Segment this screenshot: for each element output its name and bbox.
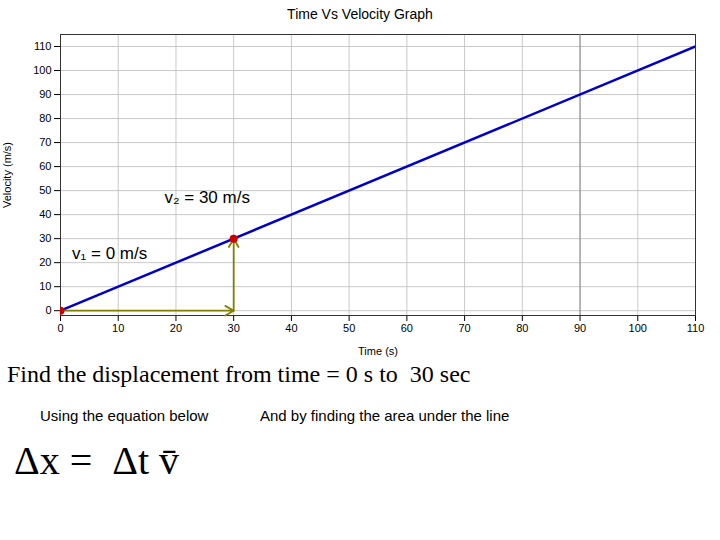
svg-text:20: 20 [39, 256, 51, 268]
svg-text:30: 30 [228, 322, 240, 334]
svg-text:110: 110 [34, 40, 52, 52]
svg-text:100: 100 [33, 64, 51, 76]
html-text:And by finding the area under: And by finding the area under the line [260, 407, 510, 424]
svg-text:Velocity (m/s): Velocity (m/s) [1, 142, 13, 208]
svg-text:Time (s): Time (s) [358, 345, 398, 357]
svg-text:70: 70 [39, 136, 51, 148]
svg-text:40: 40 [39, 208, 51, 220]
svg-text:30: 30 [39, 232, 51, 244]
svg-text:50: 50 [343, 322, 355, 334]
svg-text:100: 100 [629, 322, 647, 334]
svg-text:80: 80 [516, 322, 528, 334]
svg-text:40: 40 [285, 322, 297, 334]
html-text:Δx = Δt v̄: Δx = Δt v̄ [14, 438, 180, 483]
svg-text:v₁ = 0 m/s: v₁ = 0 m/s [72, 243, 147, 262]
svg-text:v₂ = 30 m/s: v₂ = 30 m/s [164, 188, 250, 207]
svg-text:70: 70 [458, 322, 470, 334]
svg-text:90: 90 [39, 88, 51, 100]
svg-text:0: 0 [45, 304, 51, 316]
svg-text:80: 80 [39, 112, 51, 124]
html-text:Time Vs Velocity Graph: Time Vs Velocity Graph [287, 6, 433, 22]
svg-text:60: 60 [39, 160, 51, 172]
html-text:Using the equation below: Using the equation below [40, 407, 209, 424]
svg-text:60: 60 [401, 322, 413, 334]
svg-text:20: 20 [170, 322, 182, 334]
svg-text:50: 50 [39, 184, 51, 196]
svg-text:90: 90 [574, 322, 586, 334]
html-text:Find the displacement from tim: Find the displacement from time = 0 s to… [7, 361, 471, 387]
svg-text:10: 10 [112, 322, 124, 334]
svg-text:10: 10 [39, 280, 51, 292]
svg-text:0: 0 [57, 322, 63, 334]
svg-text:110: 110 [687, 322, 705, 334]
